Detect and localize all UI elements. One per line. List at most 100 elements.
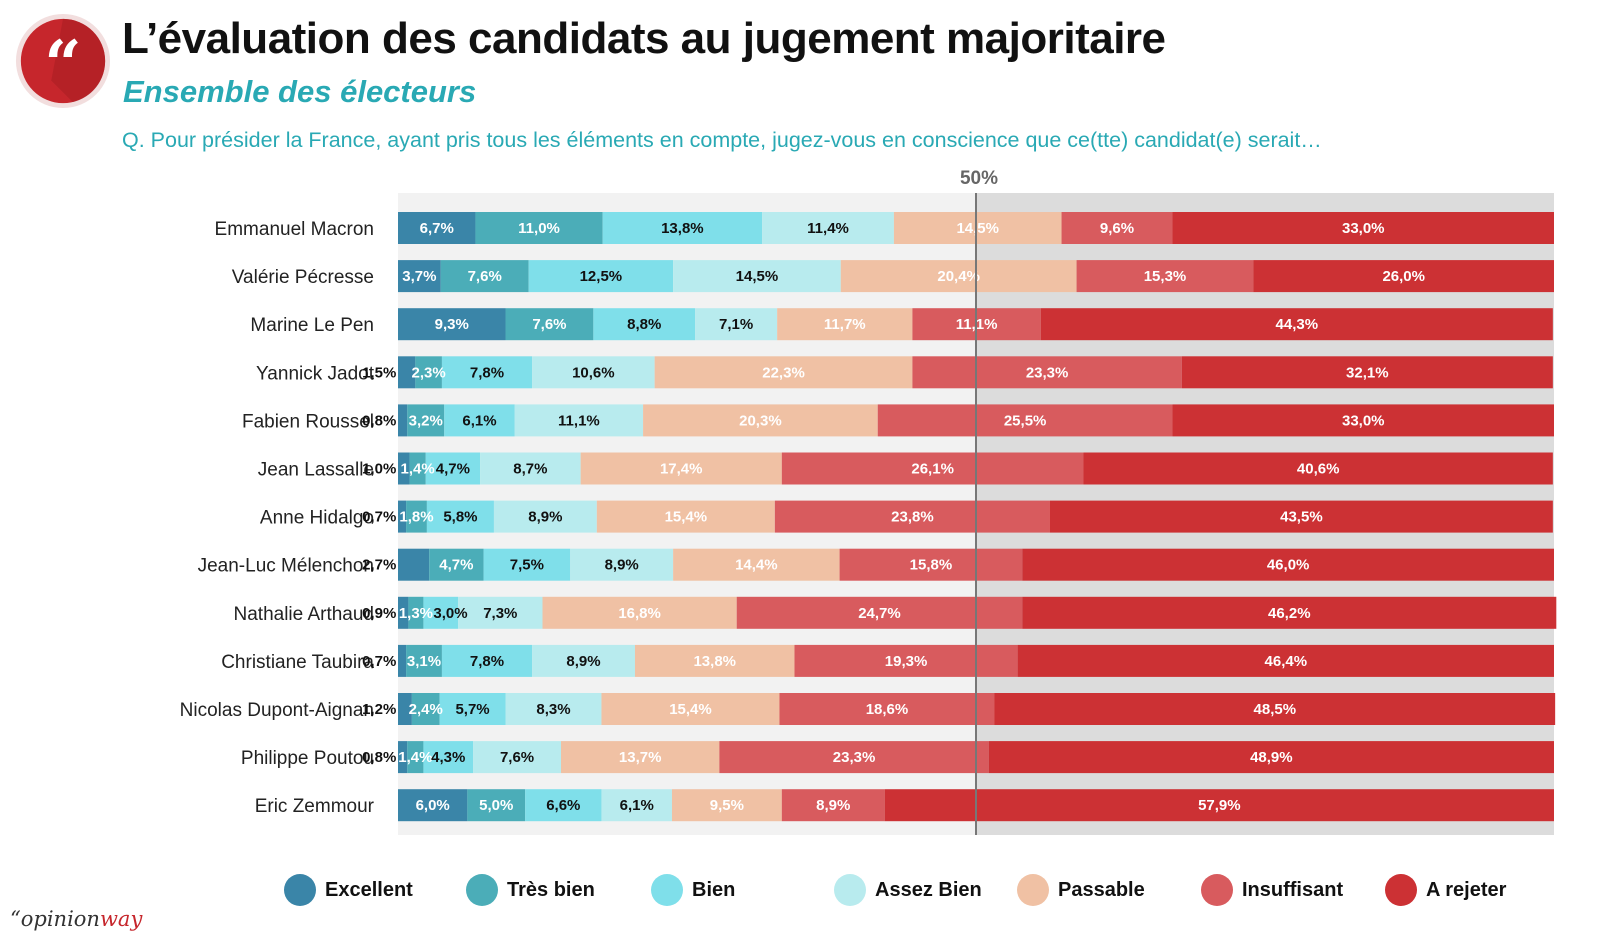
- data-label: 11,1%: [558, 412, 600, 429]
- data-label: 7,6%: [532, 316, 566, 333]
- data-label: 8,9%: [528, 509, 562, 526]
- data-label: 14,4%: [735, 557, 778, 574]
- bar-segment: [877, 404, 1173, 437]
- bar-segment: [398, 596, 409, 629]
- data-label: 33,0%: [1342, 412, 1385, 429]
- data-label: 8,9%: [566, 653, 600, 670]
- page-title: L’évaluation des candidats au jugement m…: [122, 14, 1166, 63]
- bar-segment: [409, 452, 426, 485]
- data-label: 15,4%: [669, 701, 712, 718]
- legend-swatch: [284, 874, 316, 906]
- bar-segment: [398, 404, 408, 437]
- data-label: 3,7%: [402, 268, 436, 285]
- bar-segment: [601, 789, 672, 822]
- bar-segment: [671, 789, 782, 822]
- data-label: 0,7%: [362, 509, 396, 526]
- data-label: 16,8%: [618, 605, 661, 622]
- bar-segment: [406, 500, 427, 533]
- bar-segment: [514, 404, 644, 437]
- bar-segment: [1017, 644, 1554, 677]
- data-label: 25,5%: [1004, 412, 1047, 429]
- data-label: 5,8%: [443, 509, 477, 526]
- legend-item: Passable: [1017, 870, 1145, 910]
- bar-segment: [634, 644, 795, 677]
- data-label: 6,7%: [420, 220, 454, 237]
- bar-segment: [560, 741, 720, 774]
- data-label: 23,3%: [1026, 364, 1069, 381]
- bar-segment: [988, 741, 1554, 774]
- bar-segment: [1083, 452, 1553, 485]
- data-label: 3,2%: [409, 412, 443, 429]
- data-label: 5,7%: [455, 701, 489, 718]
- bar-segment: [1040, 308, 1553, 341]
- data-label: 48,9%: [1250, 749, 1293, 766]
- bar-segment: [425, 452, 481, 485]
- category-label: Anne Hidalgo: [260, 508, 374, 529]
- legend-item: Très bien: [466, 870, 595, 910]
- data-label: 11,0%: [518, 220, 560, 237]
- data-label: 22,3%: [762, 364, 805, 381]
- bar-segment: [441, 356, 533, 389]
- bar-segment: [719, 741, 989, 774]
- chart-legend: Excellent Très bien Bien Assez Bien Passable…: [0, 870, 1600, 910]
- bar-segment: [654, 356, 913, 389]
- category-label: Yannick Jadot: [256, 363, 375, 384]
- survey-question: Q. Pour présider la France, ayant pris t…: [122, 128, 1322, 152]
- bar-segment: [794, 644, 1018, 677]
- data-label: 44,3%: [1276, 316, 1319, 333]
- bar-segment: [411, 693, 440, 725]
- data-label: 0,8%: [362, 412, 396, 429]
- bar-segment: [736, 596, 1023, 629]
- bar-segment: [1022, 548, 1554, 581]
- data-label: 5,0%: [479, 797, 513, 814]
- data-label: 1,8%: [399, 509, 433, 526]
- bar-segment: [673, 260, 841, 293]
- legend-item: Excellent: [284, 870, 413, 910]
- category-label: Emmanuel Macron: [215, 219, 374, 240]
- bar-segment: [1022, 596, 1557, 629]
- bar-segment: [458, 596, 543, 629]
- category-label: Eric Zemmour: [255, 796, 375, 817]
- bar-segment: [444, 404, 515, 437]
- bar-segment: [408, 596, 424, 629]
- legend-swatch: [1017, 874, 1049, 906]
- data-label: 3,0%: [433, 605, 467, 622]
- bar-segment: [781, 789, 885, 822]
- category-label: Fabien Roussel: [242, 411, 374, 432]
- bar-segment: [673, 548, 840, 581]
- data-label: 0,9%: [362, 605, 396, 622]
- category-label: Nicolas Dupont-Aignan: [180, 700, 374, 721]
- bar-segment: [505, 308, 594, 341]
- legend-swatch: [1201, 874, 1233, 906]
- category-label: Christiane Taubira: [221, 652, 374, 673]
- data-label: 46,0%: [1267, 557, 1310, 574]
- bar-segment: [426, 500, 494, 533]
- data-label: 9,5%: [710, 797, 744, 814]
- bar-segment: [532, 644, 635, 677]
- data-label: 7,3%: [483, 605, 517, 622]
- bar-segment: [398, 452, 410, 485]
- data-label: 7,5%: [510, 557, 544, 574]
- data-label: 23,3%: [833, 749, 876, 766]
- data-label: 26,0%: [1382, 268, 1425, 285]
- stacked-bar-chart: Emmanuel Macron 6,7% 11,0% 13,8% 11,4% 14,5% 9…: [180, 168, 1557, 835]
- data-label: 7,8%: [470, 653, 504, 670]
- data-label: 46,2%: [1268, 605, 1311, 622]
- data-label: 6,6%: [546, 797, 580, 814]
- category-label: Marine Le Pen: [250, 315, 374, 336]
- bar-segment: [1076, 260, 1254, 293]
- bar-segment: [1253, 260, 1554, 293]
- data-label: 1,0%: [362, 461, 396, 478]
- data-label: 4,3%: [431, 749, 465, 766]
- bar-segment: [467, 789, 526, 822]
- data-label: 18,6%: [866, 701, 909, 718]
- data-label: 46,4%: [1265, 653, 1308, 670]
- bar-segment: [528, 260, 674, 293]
- bar-segment: [475, 212, 603, 244]
- category-label: Jean-Luc Mélenchon: [198, 556, 374, 577]
- category-label: Jean Lassalle: [258, 460, 374, 481]
- bar-segment: [1172, 404, 1554, 437]
- data-label: 2,7%: [362, 557, 396, 574]
- data-label: 2,3%: [412, 364, 446, 381]
- data-label: 1,5%: [362, 364, 396, 381]
